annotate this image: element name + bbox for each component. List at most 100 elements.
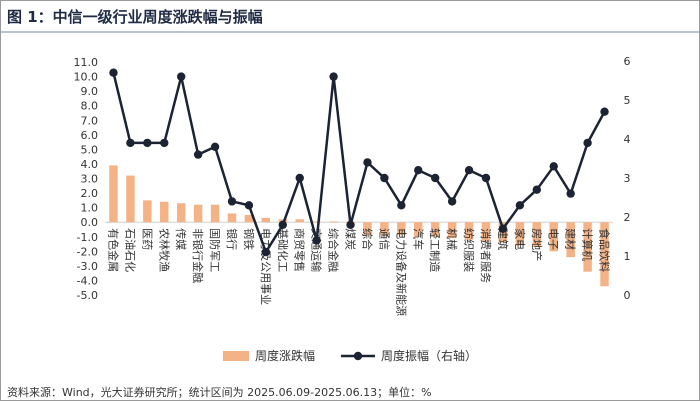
line-point-amplitude <box>312 236 321 245</box>
bar-weekly-change <box>312 221 321 223</box>
y-left-tick-label: -5.0 <box>77 289 98 302</box>
line-point-amplitude <box>363 158 372 167</box>
x-category-label: 房地产 <box>530 228 544 261</box>
title-bar: 图 1：中信一级行业周度涨跌幅与振幅 <box>1 1 699 33</box>
bar-weekly-change <box>143 200 152 223</box>
line-point-amplitude <box>549 162 558 171</box>
x-category-label: 建筑 <box>496 228 510 250</box>
bar-weekly-change <box>600 222 609 287</box>
bar-weekly-change <box>532 222 542 247</box>
y-right-tick-label: 1 <box>624 250 631 263</box>
bar-weekly-change <box>414 222 423 237</box>
line-point-amplitude <box>566 189 575 198</box>
x-category-label: 计算机 <box>581 228 595 261</box>
x-category-label: 钢铁 <box>242 228 255 250</box>
bar-weekly-change <box>261 217 271 223</box>
line-point-amplitude <box>329 72 338 81</box>
x-category-label: 银行 <box>225 228 239 250</box>
bar-weekly-change <box>329 221 338 223</box>
y-right-tick-label: 5 <box>624 94 631 107</box>
x-category-label: 综合 <box>360 228 374 250</box>
bar-weekly-change <box>126 175 135 223</box>
bar-weekly-change <box>515 222 525 246</box>
y-right-tick-label: 4 <box>624 133 631 146</box>
x-category-label: 煤炭 <box>344 228 357 250</box>
line-point-amplitude <box>498 224 508 233</box>
y-left-tick-label: 7.0 <box>81 114 99 127</box>
line-point-amplitude <box>143 138 152 148</box>
bar-weekly-change <box>176 203 186 223</box>
bar-weekly-change <box>244 214 254 223</box>
x-category-label: 家电 <box>513 228 527 250</box>
line-point-amplitude <box>261 247 271 257</box>
x-category-label: 汽车 <box>411 228 425 250</box>
y-left-tick-label: -2.0 <box>77 245 98 258</box>
legend-line-marker <box>353 351 363 361</box>
y-left-tick-label: 8.0 <box>81 100 99 113</box>
bar-weekly-change <box>481 222 491 242</box>
line-point-amplitude <box>380 173 389 183</box>
line-point-amplitude <box>244 201 254 210</box>
y-left-tick-label: 1.0 <box>81 202 99 215</box>
line-point-amplitude <box>227 197 237 206</box>
x-category-label: 有色金属 <box>106 228 120 272</box>
line-point-amplitude <box>397 201 406 210</box>
bar-weekly-change <box>566 222 575 258</box>
x-category-label: 商贸零售 <box>293 228 307 272</box>
bar-weekly-change <box>109 165 118 223</box>
y-left-tick-label: -3.0 <box>77 260 98 273</box>
x-category-label: 消费者服务 <box>479 228 493 283</box>
y-left-tick-label: -4.0 <box>77 274 98 287</box>
y-left-tick-label: -1.0 <box>77 231 98 244</box>
line-point-amplitude <box>109 68 118 77</box>
y-left-tick-label: 2.0 <box>81 187 99 200</box>
bar-weekly-change <box>380 222 389 236</box>
source-note: 资料来源：Wind，光大证券研究所；统计区间为 2025.06.09-2025.… <box>7 386 432 399</box>
x-category-label: 农林牧渔 <box>157 228 171 272</box>
x-category-label: 通信 <box>377 228 390 250</box>
bar-weekly-change <box>210 204 220 223</box>
line-point-amplitude <box>431 173 440 183</box>
bar-weekly-change <box>295 219 304 223</box>
y-left-tick-label: 9.0 <box>81 85 99 98</box>
bar-weekly-change <box>160 201 169 223</box>
legend-bar-swatch <box>223 351 249 361</box>
x-category-label: 石油石化 <box>123 228 137 272</box>
y-left-tick-label: 11.0 <box>74 56 99 69</box>
x-category-label: 纺织服装 <box>462 228 476 272</box>
bar-weekly-change <box>227 213 237 223</box>
y-left-tick-label: 4.0 <box>81 158 99 171</box>
line-point-amplitude <box>515 201 525 210</box>
line-point-amplitude <box>464 166 474 175</box>
x-category-label: 传媒 <box>174 228 187 250</box>
line-point-amplitude <box>447 197 457 206</box>
y-left-tick-label: 5.0 <box>81 143 99 156</box>
line-point-amplitude <box>177 72 186 81</box>
y-right-tick-label: 6 <box>624 55 631 68</box>
line-point-amplitude <box>126 138 135 148</box>
x-category-label: 非银行金融 <box>191 228 205 283</box>
x-category-label: 食品饮料 <box>598 228 612 272</box>
line-point-amplitude <box>210 142 220 151</box>
y-right-tick-label: 2 <box>624 211 631 224</box>
line-point-amplitude <box>481 173 491 183</box>
line-point-amplitude <box>160 138 169 148</box>
y-left-tick-label: 3.0 <box>81 173 99 186</box>
y-left-tick-label: 6.0 <box>81 129 99 142</box>
x-category-label: 轻工制造 <box>428 228 442 272</box>
x-category-label: 医药 <box>140 228 153 250</box>
x-category-label: 机械 <box>445 228 459 250</box>
bar-weekly-change <box>430 222 440 237</box>
bar-weekly-change <box>193 204 203 223</box>
y-right-tick-label: 3 <box>624 172 631 185</box>
x-category-label: 电子 <box>547 228 560 250</box>
x-category-label: 基础化工 <box>276 228 290 272</box>
line-point-amplitude <box>414 166 423 175</box>
line-point-amplitude <box>346 220 355 229</box>
legend-line-label: 周度振幅（右轴） <box>381 348 477 363</box>
line-point-amplitude <box>600 107 609 116</box>
y-left-tick-label: 0.0 <box>81 216 99 229</box>
legend-bar-label: 周度涨跌幅 <box>255 348 315 363</box>
bar-weekly-change <box>549 222 558 252</box>
